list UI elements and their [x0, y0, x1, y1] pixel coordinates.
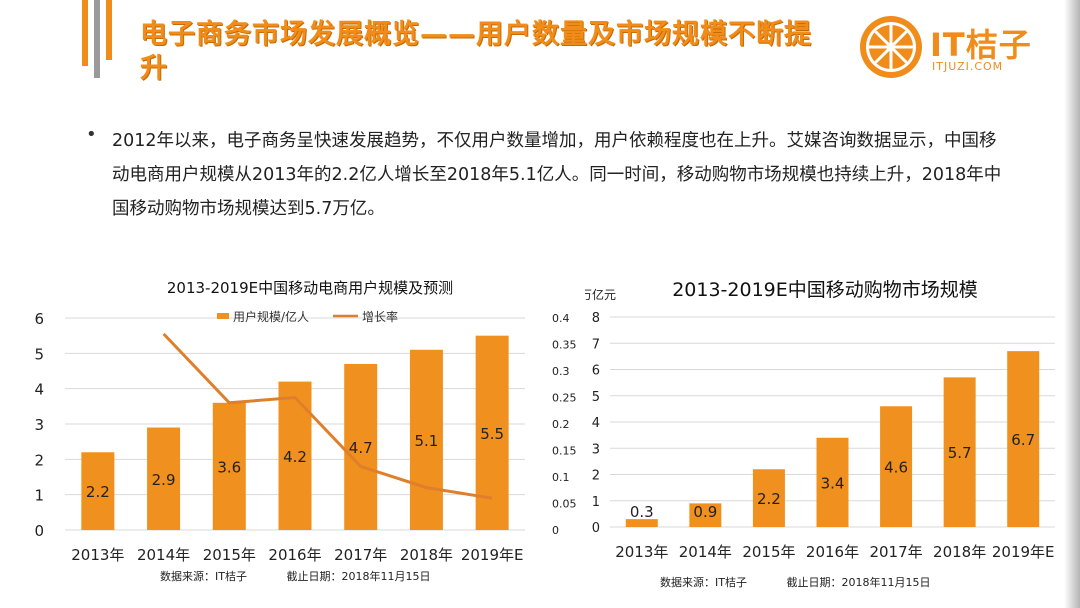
user-scale-chart: 2013-2019E中国移动电商用户规模及预测 0 1 2 3 4 5 6 0 0.05 0.1 0.…	[20, 272, 585, 562]
chart1-y-tick: 0	[34, 522, 44, 540]
user-scale-chart-svg: 2013-2019E中国移动电商用户规模及预测 0 1 2 3 4 5 6 0 0.05 0.1 0.…	[34, 279, 577, 562]
chart1-bar-label: 5.1	[414, 432, 438, 450]
chart1-date-text: 截止日期：2018年11月15日	[286, 570, 431, 583]
chart2-bar-label: 5.7	[948, 444, 972, 462]
chart1-y2-tick: 0.2	[552, 418, 570, 431]
chart1-x-tick: 2013年	[71, 546, 124, 562]
chart1-bar	[344, 363, 378, 530]
chart2-y-tick: 4	[592, 416, 600, 431]
chart1-title: 2013-2019E中国移动电商用户规模及预测	[167, 279, 453, 297]
chart2-y-tick: 1	[592, 495, 600, 510]
chart1-y-tick: 6	[34, 310, 44, 328]
chart2-source: 数据来源：IT桔子 截止日期：2018年11月15日	[660, 574, 966, 590]
itjuzi-logo: IT桔子 ITJUZI.COM	[858, 14, 1068, 80]
chart1-y2-tick: 0.15	[552, 445, 577, 458]
market-scale-chart: 2013-2019E中国移动购物市场规模 万亿元 0 1 2 3 4 5 6 7 8 0.3 2013年…	[585, 272, 1065, 562]
chart1-y2-tick: 0.25	[552, 392, 577, 405]
chart2-unit-label: 万亿元	[585, 287, 616, 302]
page-title: 电子商务市场发展概览——用户数量及市场规模不断提升	[140, 19, 812, 84]
chart1-x-tick: 2018年	[400, 546, 453, 562]
chart2-x-tick: 2018年	[933, 543, 986, 561]
chart2-bar	[943, 377, 976, 527]
chart2-x-tick: 2014年	[679, 543, 732, 561]
chart1-y-tick: 5	[34, 345, 44, 363]
logo-text: IT桔子	[930, 26, 1032, 64]
chart1-y2-tick: 0	[552, 524, 559, 537]
chart2-bar	[752, 469, 785, 527]
chart2-bar	[689, 503, 722, 527]
chart2-y-tick: 0	[592, 521, 600, 536]
chart1-x-tick: 2015年	[203, 546, 256, 562]
chart1-y-tick: 4	[34, 381, 44, 399]
chart2-bar-label: 2.2	[757, 490, 781, 508]
chart1-bar	[81, 452, 115, 530]
chart1-y2-tick: 0.3	[552, 365, 570, 378]
chart1-bar-label: 4.7	[349, 439, 373, 457]
chart1-growth-line	[162, 332, 493, 500]
chart2-bar-label: 0.3	[630, 503, 654, 521]
logo-url: ITJUZI.COM	[932, 60, 1004, 73]
chart2-x-tick: 2019年E	[992, 543, 1055, 561]
chart2-y-tick: 2	[592, 469, 600, 484]
chart1-y-tick: 2	[34, 451, 44, 469]
chart2-bar	[880, 406, 913, 527]
bullet-mark: •	[86, 124, 97, 145]
chart1-bar-label: 4.2	[283, 448, 307, 466]
chart1-y2-tick: 0.05	[552, 498, 577, 511]
chart2-x-tick: 2013年	[615, 543, 668, 561]
chart1-y2-tick: 0.1	[552, 471, 570, 484]
chart1-y2-tick: 0.35	[552, 339, 577, 352]
chart1-y-tick: 3	[34, 416, 44, 434]
chart2-bar	[816, 437, 849, 527]
chart2-y-tick: 5	[592, 390, 600, 405]
chart1-source: 数据来源：IT桔子 截止日期：2018年11月15日	[160, 568, 466, 584]
chart2-y-tick: 7	[592, 337, 600, 352]
chart1-y2-tick: 0.4	[552, 312, 570, 325]
chart1-legend-bar-label: 用户规模/亿人	[233, 309, 309, 324]
chart1-x-tick: 2016年	[268, 546, 321, 562]
chart1-bar	[278, 381, 312, 530]
chart2-x-tick: 2015年	[742, 543, 795, 561]
chart2-x-tick: 2016年	[806, 543, 859, 561]
chart1-legend-bar-swatch	[217, 313, 229, 319]
chart1-source-text: 数据来源：IT桔子	[160, 570, 247, 583]
chart1-x-tick: 2017年	[334, 546, 387, 562]
chart2-bar-label: 6.7	[1011, 431, 1035, 449]
chart2-bar-label: 0.9	[693, 503, 717, 521]
market-scale-chart-svg: 2013-2019E中国移动购物市场规模 万亿元 0 1 2 3 4 5 6 7 8 0.3 2013年…	[585, 279, 1055, 561]
chart2-y-tick: 6	[592, 364, 600, 379]
chart2-bar	[1007, 351, 1040, 527]
chart1-bar-label: 2.9	[152, 471, 176, 489]
chart2-x-tick: 2017年	[869, 543, 922, 561]
chart1-legend-line-label: 增长率	[362, 309, 398, 324]
header-decoration	[82, 0, 122, 78]
chart2-y-tick: 8	[592, 311, 600, 326]
chart1-bar-label: 5.5	[480, 425, 504, 443]
orange-slice-icon	[860, 16, 922, 78]
chart2-bar	[625, 519, 658, 527]
chart2-bar-label: 4.6	[884, 459, 908, 477]
chart2-date-text: 截止日期：2018年11月15日	[786, 576, 931, 589]
chart1-x-tick: 2019年E	[461, 546, 524, 562]
chart1-bar-label: 3.6	[217, 458, 241, 476]
page-edge-shadow	[1064, 0, 1080, 608]
chart2-title: 2013-2019E中国移动购物市场规模	[672, 279, 978, 301]
chart2-source-text: 数据来源：IT桔子	[660, 576, 747, 589]
chart2-y-tick: 3	[592, 442, 600, 457]
intro-paragraph: 2012年以来，电子商务呈快速发展趋势，不仅用户数量增加，用户依赖程度也在上升。…	[112, 131, 1002, 219]
chart1-bar	[409, 349, 443, 530]
chart1-bar-label: 2.2	[86, 483, 110, 501]
chart1-bar	[212, 402, 246, 530]
chart1-bar	[147, 427, 181, 530]
chart1-x-tick: 2014年	[137, 546, 190, 562]
chart2-bar-label: 3.4	[821, 474, 845, 492]
chart1-y-tick: 1	[34, 487, 44, 505]
